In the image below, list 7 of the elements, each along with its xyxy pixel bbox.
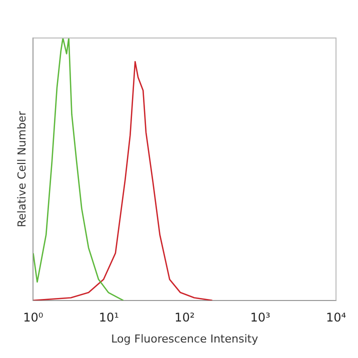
x-tick-label: 10³ bbox=[250, 310, 271, 325]
x-tick-label: 10¹ bbox=[98, 310, 120, 325]
x-tick-label: 10⁰ bbox=[23, 310, 44, 325]
x-tick-label: 10⁴ bbox=[326, 310, 346, 325]
x-axis-title: Log Fluorescence Intensity bbox=[111, 332, 259, 346]
x-tick-label: 10² bbox=[174, 310, 195, 325]
y-axis-title: Relative Cell Number bbox=[15, 110, 28, 228]
